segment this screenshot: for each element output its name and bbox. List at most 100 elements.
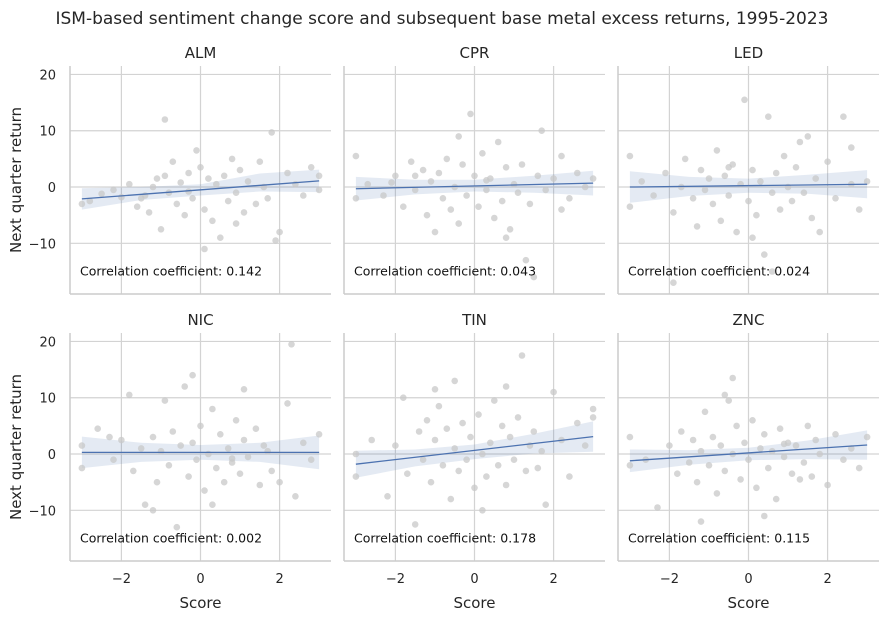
- data-point: [733, 228, 740, 236]
- data-point: [558, 152, 565, 160]
- data-point: [761, 512, 768, 520]
- data-point: [126, 391, 133, 399]
- data-point: [693, 478, 701, 486]
- data-point: [654, 504, 661, 511]
- data-point: [201, 245, 208, 253]
- panel-tin: TIN Correlation coefficient: 0.178 −2 0 2 Sco…: [343, 311, 605, 612]
- correlation-annotation: Correlation coefficient: 0.142: [80, 263, 262, 278]
- data-point: [626, 203, 634, 210]
- panel-title: TIN: [461, 311, 487, 329]
- data-point: [534, 172, 542, 180]
- data-point: [467, 433, 474, 441]
- y-tick-label: 10: [39, 125, 56, 140]
- data-point: [780, 453, 788, 461]
- data-point: [189, 371, 196, 379]
- data-point: [177, 442, 184, 449]
- data-point: [217, 234, 224, 241]
- data-point: [455, 220, 463, 227]
- correlation-annotation: Correlation coefficient: 0.024: [628, 263, 810, 278]
- data-point: [840, 456, 847, 464]
- data-point: [260, 442, 268, 449]
- data-point: [447, 495, 455, 503]
- data-point: [709, 433, 717, 441]
- data-point: [268, 129, 276, 136]
- x-tick-label: −2: [112, 572, 131, 587]
- x-axis-label: Score: [727, 594, 769, 612]
- data-point: [455, 467, 463, 475]
- data-point: [236, 470, 244, 478]
- data-point: [816, 450, 823, 458]
- x-axis-label: Score: [179, 594, 221, 612]
- data-point: [228, 155, 236, 163]
- data-point: [268, 467, 276, 475]
- data-point: [352, 450, 360, 458]
- panel-cpr: CPR Correlation coefficient: 0.043: [343, 44, 605, 295]
- data-point: [447, 206, 455, 213]
- data-point: [427, 178, 435, 185]
- data-point: [479, 507, 486, 514]
- data-point: [741, 439, 748, 447]
- data-point: [796, 476, 804, 483]
- data-point: [315, 431, 323, 438]
- data-point: [666, 442, 673, 449]
- data-point: [141, 192, 149, 199]
- data-point: [725, 192, 732, 199]
- data-point: [780, 440, 788, 448]
- data-point: [518, 352, 526, 359]
- data-point: [768, 189, 776, 196]
- data-point: [157, 447, 165, 455]
- data-point: [788, 470, 796, 478]
- data-point: [459, 161, 466, 168]
- y-axis-label: Next quarter return: [7, 374, 25, 520]
- data-point: [804, 133, 812, 140]
- data-point: [701, 408, 709, 416]
- data-point: [765, 113, 772, 120]
- data-point: [745, 197, 752, 205]
- data-point: [411, 172, 419, 180]
- data-point: [307, 164, 315, 171]
- data-point: [498, 197, 506, 205]
- y-tick-label: 20: [39, 68, 56, 83]
- x-tick-label: 0: [470, 572, 478, 587]
- data-point: [471, 172, 478, 180]
- data-point: [780, 152, 788, 160]
- data-point: [232, 220, 240, 227]
- data-point: [431, 436, 439, 444]
- data-point: [745, 456, 752, 464]
- data-point: [685, 459, 693, 466]
- data-point: [435, 402, 443, 410]
- data-point: [542, 501, 549, 509]
- data-point: [514, 189, 522, 196]
- panel-title: LED: [734, 44, 763, 62]
- data-point: [252, 200, 260, 208]
- data-point: [161, 172, 169, 180]
- data-point: [808, 214, 816, 222]
- data-point: [288, 341, 295, 348]
- data-point: [475, 411, 482, 418]
- data-point: [94, 425, 101, 433]
- panel-znc: ZNC Correlation coefficient: 0.115 −2 0 2 Sco…: [617, 311, 879, 612]
- data-point: [133, 203, 141, 210]
- data-point: [721, 467, 729, 475]
- data-point: [772, 495, 780, 503]
- data-point: [741, 96, 748, 104]
- data-point: [558, 206, 565, 213]
- data-point: [455, 133, 463, 140]
- data-point: [697, 166, 705, 174]
- data-point: [824, 481, 831, 489]
- data-point: [855, 464, 863, 472]
- data-point: [264, 447, 272, 455]
- data-point: [626, 433, 634, 441]
- data-point: [224, 197, 232, 205]
- data-point: [193, 147, 200, 154]
- data-point: [197, 164, 204, 171]
- data-point: [224, 445, 232, 452]
- data-point: [130, 467, 137, 475]
- y-axis-label: Next quarter return: [7, 107, 25, 253]
- data-point: [415, 428, 423, 435]
- data-point: [697, 447, 705, 455]
- data-point: [153, 175, 161, 182]
- data-point: [626, 462, 634, 469]
- data-point: [307, 456, 315, 464]
- data-point: [110, 186, 117, 194]
